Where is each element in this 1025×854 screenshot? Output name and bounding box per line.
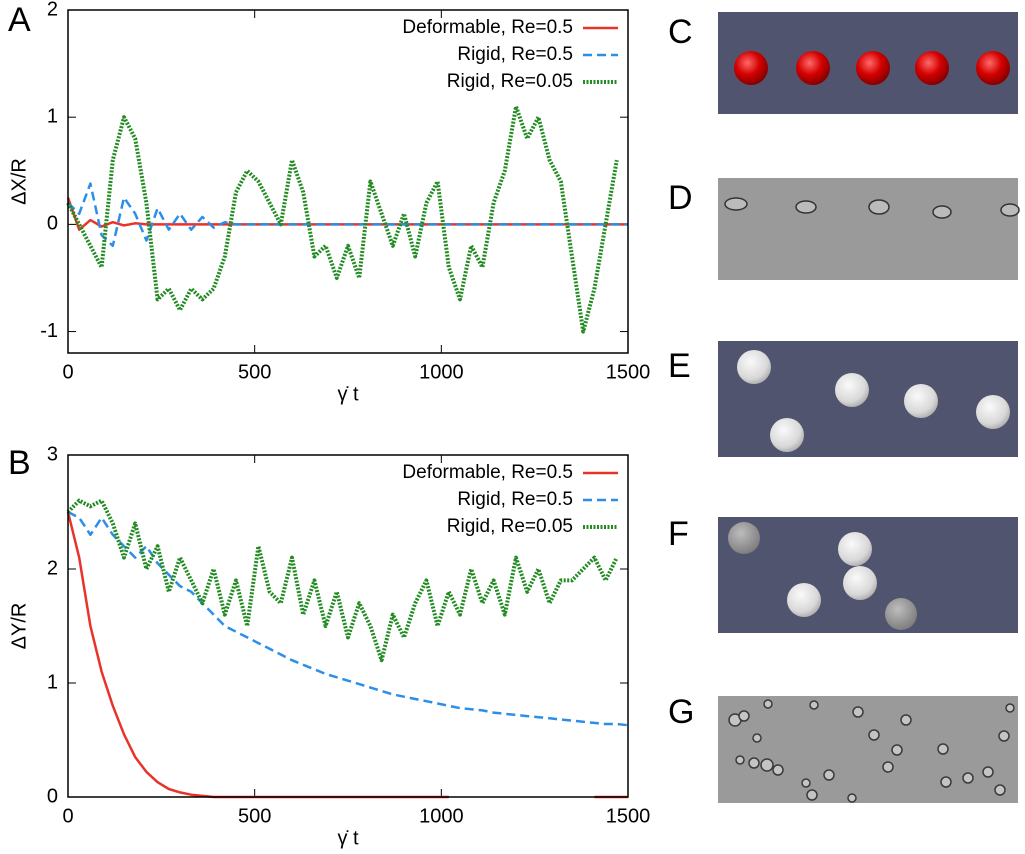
plot-frame (67, 9, 629, 354)
x-tick-label: 500 (238, 361, 271, 383)
legend-label: Rigid, Re=0.05 (447, 516, 573, 537)
y-tick-label: 2 (47, 0, 58, 20)
x-tick-label: 0 (62, 805, 73, 827)
y-tick-label: 3 (47, 443, 58, 465)
panel-label: C (668, 13, 693, 51)
x-tick-label: 1000 (419, 361, 464, 383)
legend-label: Rigid, Re=0.05 (447, 71, 573, 92)
panel-label: B (8, 444, 31, 482)
series-line (66, 498, 619, 663)
y-tick-label: 0 (47, 785, 58, 807)
y-tick-label: 2 (47, 557, 58, 579)
image-c (718, 12, 1018, 114)
x-axis-label: γ̇ t (337, 383, 359, 405)
x-axis-label: γ̇ t (337, 827, 359, 849)
legend-label: Rigid, Re=0.5 (457, 489, 573, 510)
y-tick-label: 1 (47, 105, 58, 127)
legend-label: Deformable, Re=0.5 (402, 17, 573, 38)
y-axis-label: ΔY/R (8, 603, 30, 650)
panel-label: D (668, 179, 693, 217)
image-d (718, 178, 1020, 280)
image-f (718, 517, 1018, 633)
x-tick-label: 1000 (419, 805, 464, 827)
x-tick-label: 0 (62, 361, 73, 383)
legend-label: Rigid, Re=0.5 (457, 44, 573, 65)
panel-label: E (668, 347, 691, 385)
image-e (718, 341, 1018, 457)
series-line (67, 510, 629, 727)
y-tick-label: 1 (47, 671, 58, 693)
x-tick-label: 500 (238, 805, 271, 827)
y-tick-label: -1 (40, 320, 58, 342)
image-g (718, 696, 1018, 803)
panel-label: G (668, 693, 694, 731)
x-tick-label: 1500 (606, 805, 651, 827)
series-line (66, 104, 619, 334)
legend-label: Deformable, Re=0.5 (402, 462, 573, 483)
x-tick-label: 1500 (606, 361, 651, 383)
y-tick-label: 0 (47, 213, 58, 235)
y-axis-label: ΔX/R (8, 158, 30, 205)
panel-label: F (668, 515, 689, 553)
series-line (67, 182, 628, 248)
panel-label: A (8, 1, 31, 39)
plot-frame (67, 454, 629, 798)
